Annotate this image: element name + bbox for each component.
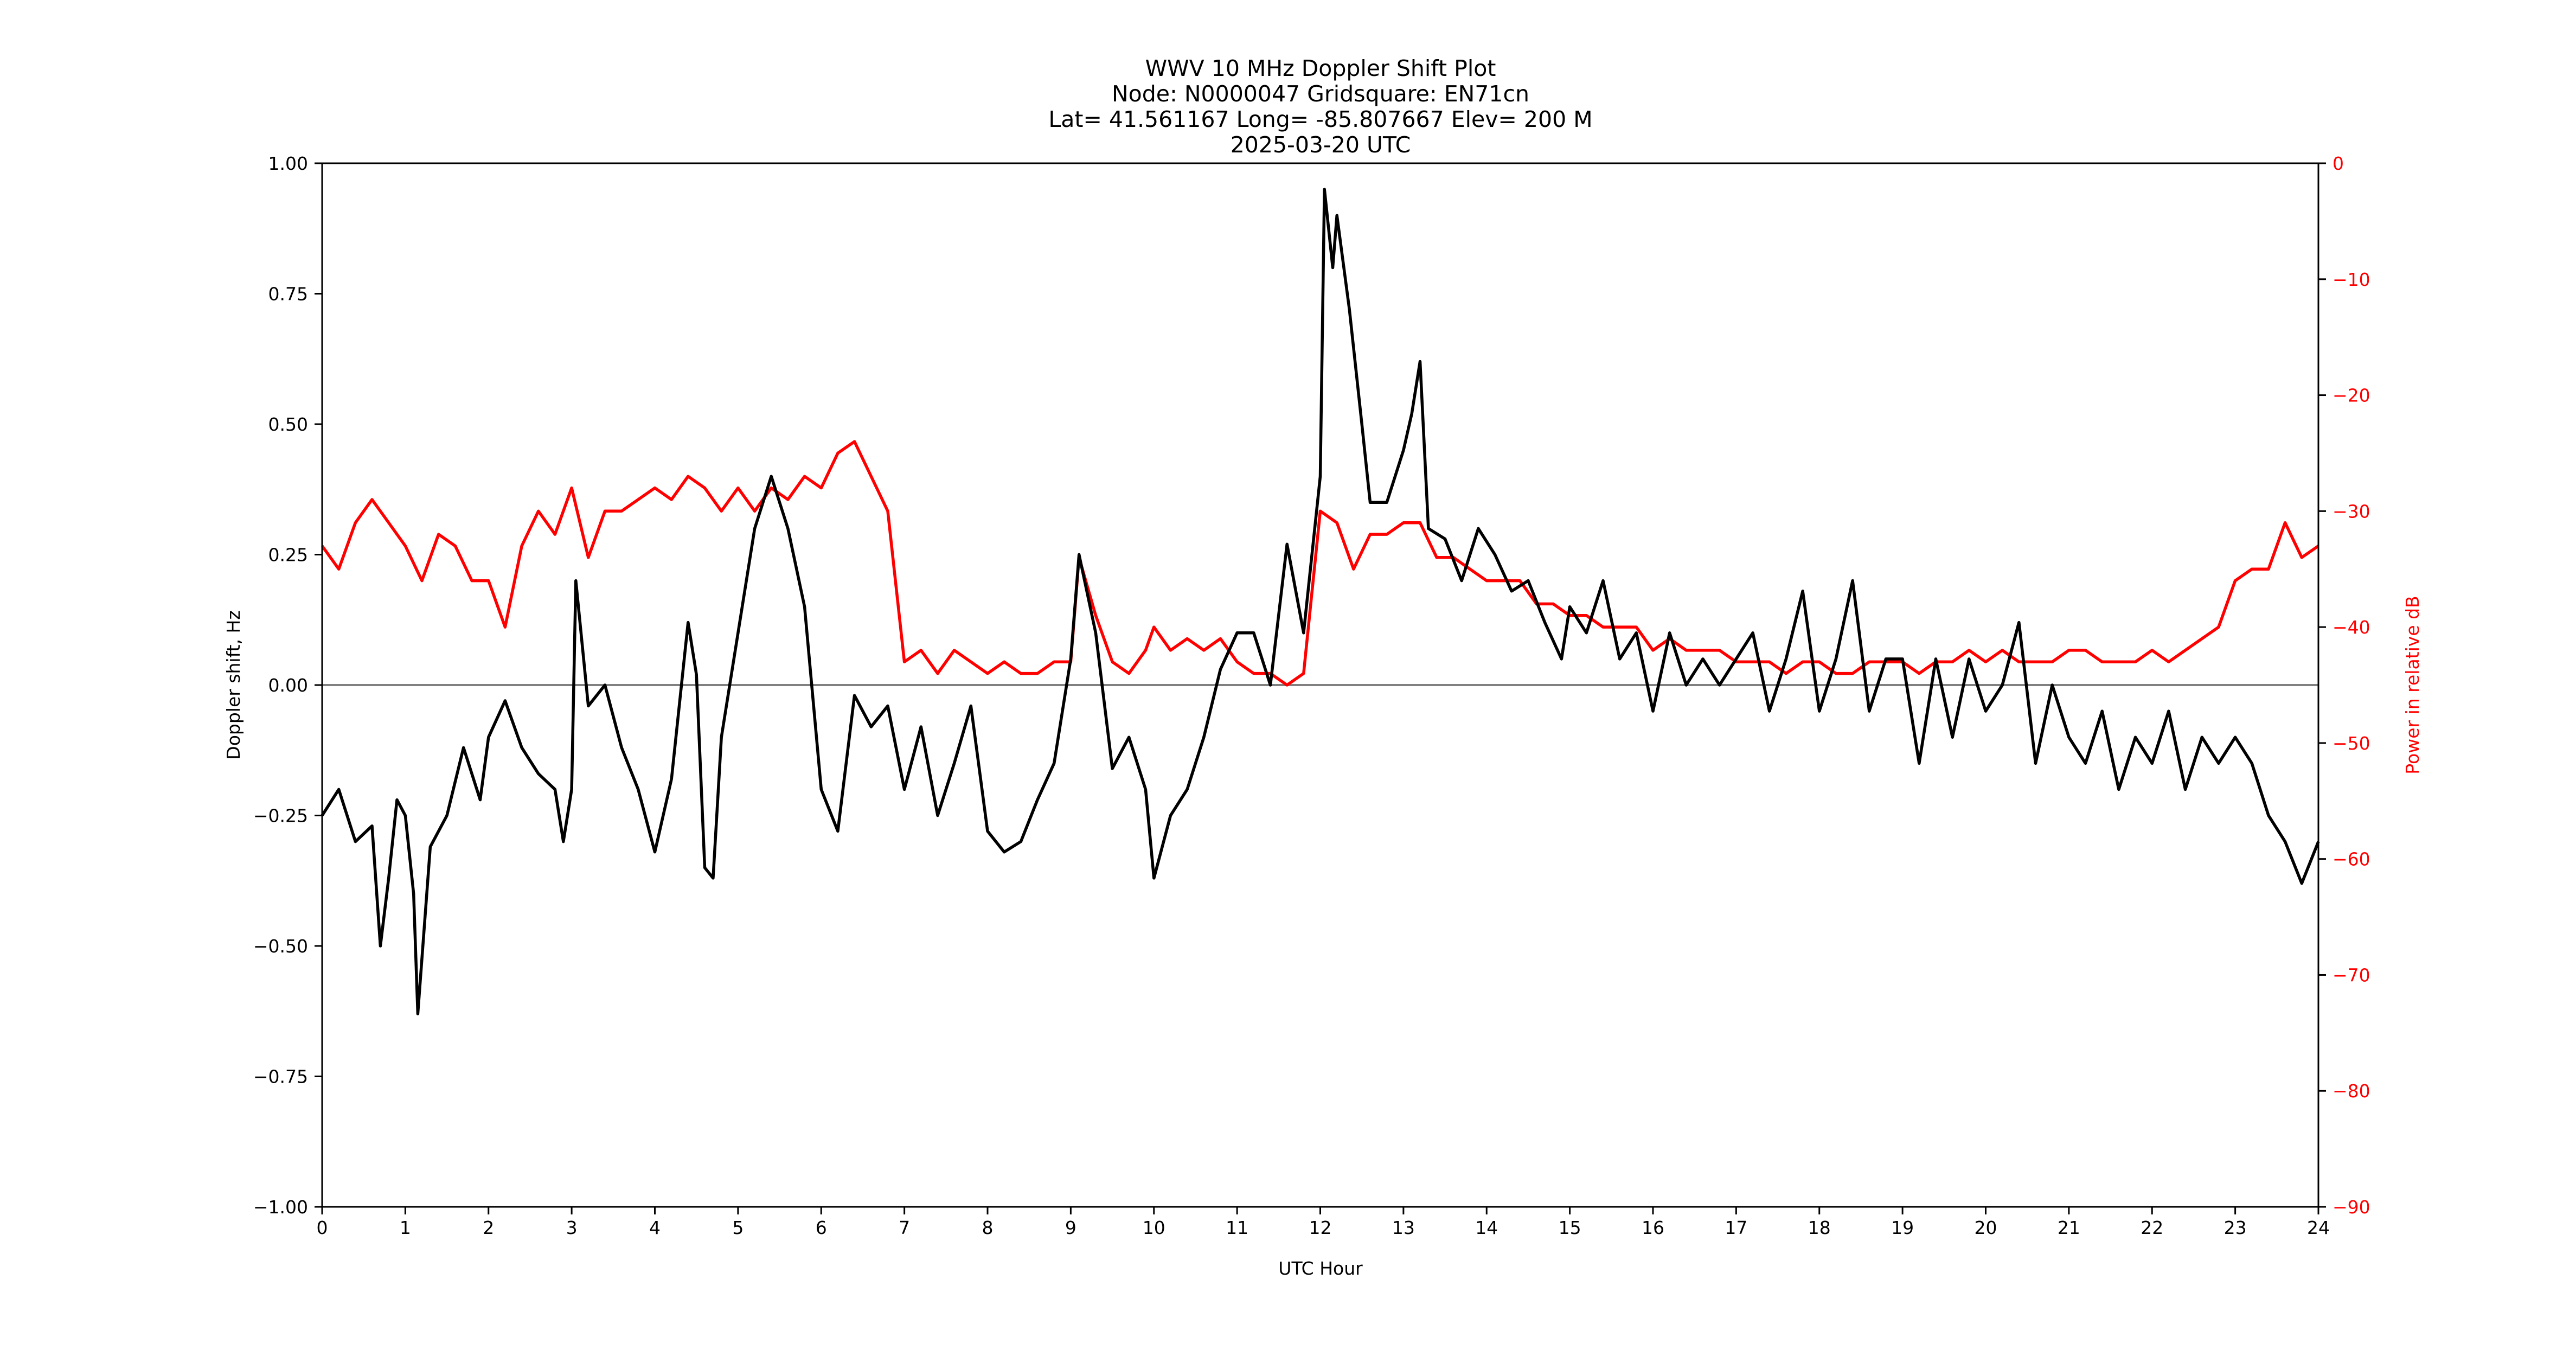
y-right-tick-label: −90 <box>2333 1197 2370 1218</box>
y-left-tick-label: −0.50 <box>253 936 308 957</box>
x-tick-label: 7 <box>899 1217 910 1238</box>
y-left-tick-label: 0.50 <box>268 414 308 435</box>
x-axis-label: UTC Hour <box>1278 1258 1363 1279</box>
y-right-tick-label: −50 <box>2333 733 2370 754</box>
y-left-tick-label: −1.00 <box>253 1197 308 1218</box>
y-right-tick-label: −70 <box>2333 964 2370 986</box>
x-tick-label: 20 <box>1975 1217 1997 1238</box>
y-right-tick-label: −30 <box>2333 501 2370 522</box>
x-tick-label: 1 <box>400 1217 411 1238</box>
x-tick-label: 16 <box>1642 1217 1664 1238</box>
x-tick-label: 17 <box>1725 1217 1747 1238</box>
y-right-tick-label: −80 <box>2333 1080 2370 1102</box>
x-tick-label: 2 <box>483 1217 494 1238</box>
x-tick-label: 4 <box>649 1217 661 1238</box>
chart-title: WWV 10 MHz Doppler Shift Plot Node: N000… <box>1048 55 1592 158</box>
x-tick-label: 21 <box>2058 1217 2080 1238</box>
title-line-3: Lat= 41.561167 Long= -85.807667 Elev= 20… <box>1048 106 1592 132</box>
y-axis-right: 0 −10 −20 −30 −40 −50 −60 −70 −80 −90 <box>2318 153 2370 1218</box>
x-tick-label: 5 <box>732 1217 744 1238</box>
title-line-4: 2025-03-20 UTC <box>1231 132 1411 158</box>
y-right-tick-label: −60 <box>2333 849 2370 870</box>
y-right-tick-label: −20 <box>2333 385 2370 406</box>
title-line-1: WWV 10 MHz Doppler Shift Plot <box>1145 55 1496 81</box>
x-tick-label: 18 <box>1808 1217 1831 1238</box>
y-right-tick-label: −40 <box>2333 617 2370 638</box>
y-left-tick-label: 1.00 <box>268 153 308 174</box>
x-tick-label: 10 <box>1143 1217 1165 1238</box>
y-axis-left-label: Doppler shift, Hz <box>223 610 244 759</box>
y-left-tick-label: 0.00 <box>268 675 308 696</box>
x-tick-label: 6 <box>816 1217 827 1238</box>
x-tick-label: 23 <box>2224 1217 2247 1238</box>
x-tick-label: 0 <box>317 1217 328 1238</box>
x-tick-label: 22 <box>2141 1217 2163 1238</box>
y-left-tick-label: 0.75 <box>268 284 308 305</box>
y-axis-right-label: Power in relative dB <box>2402 596 2423 774</box>
x-tick-label: 3 <box>566 1217 578 1238</box>
x-tick-label: 14 <box>1475 1217 1498 1238</box>
x-tick-label: 15 <box>1559 1217 1581 1238</box>
doppler-series-line <box>321 188 2320 1015</box>
power-series-line <box>321 440 2319 687</box>
y-right-tick-label: −10 <box>2333 269 2370 290</box>
y-left-tick-label: −0.75 <box>253 1066 308 1088</box>
x-tick-label: 9 <box>1065 1217 1076 1238</box>
x-tick-label: 13 <box>1392 1217 1415 1238</box>
x-tick-label: 8 <box>982 1217 994 1238</box>
y-left-tick-label: 0.25 <box>268 545 308 566</box>
x-tick-label: 19 <box>1891 1217 1914 1238</box>
y-axis-left: 1.00 0.75 0.50 0.25 0.00 −0.25 −0.50 −0.75 −1.00 <box>253 153 322 1218</box>
x-tick-label: 12 <box>1309 1217 1332 1238</box>
x-axis: 0 1 2 3 4 5 6 7 8 9 10 11 12 13 14 15 16 17 18 19 20 21 22 23 24 <box>317 1207 2330 1238</box>
x-tick-label: 11 <box>1226 1217 1248 1238</box>
plot-area <box>321 162 2320 1208</box>
title-line-2: Node: N0000047 Gridsquare: EN71cn <box>1112 81 1529 107</box>
y-left-tick-label: −0.25 <box>253 805 308 827</box>
x-tick-label: 24 <box>2307 1217 2330 1238</box>
y-right-tick-label: 0 <box>2333 153 2344 174</box>
